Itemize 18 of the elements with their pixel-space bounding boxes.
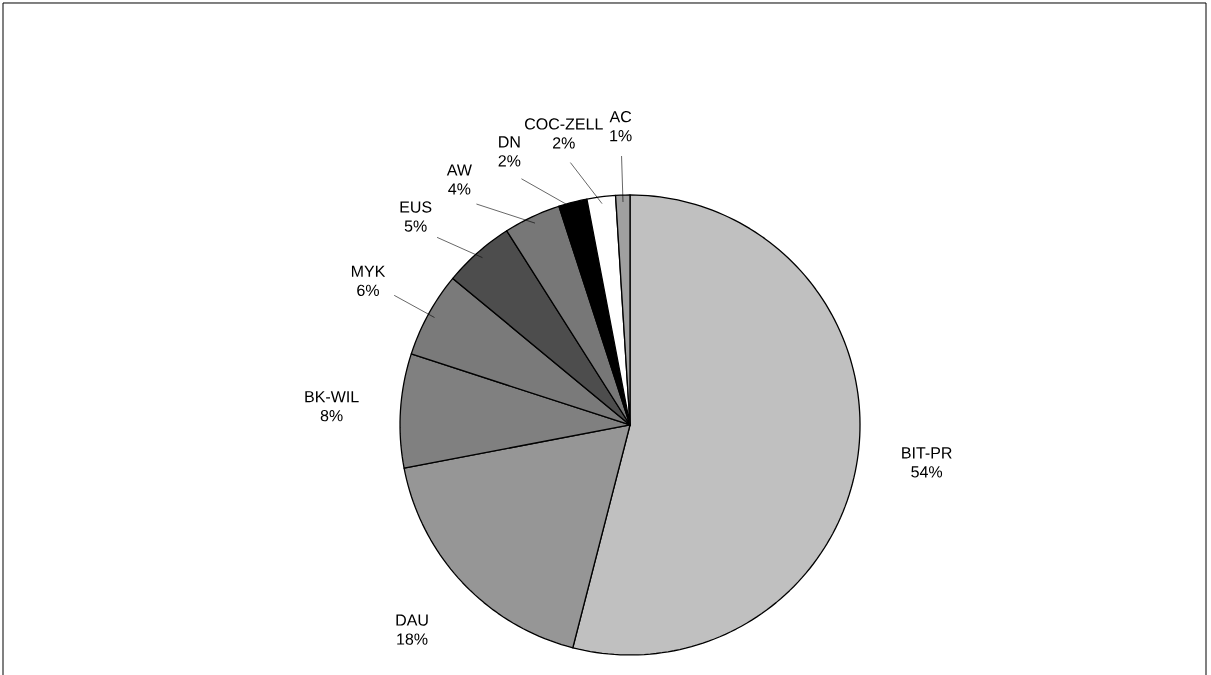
slice-label: BK-WIL bbox=[305, 391, 359, 403]
slice-label: AW bbox=[446, 164, 472, 176]
slice-label: EUS bbox=[400, 201, 432, 213]
data-label: 54% bbox=[911, 466, 943, 478]
data-label: 8% bbox=[320, 409, 343, 422]
slice-label: MYK bbox=[351, 265, 386, 277]
slice-label: DN bbox=[499, 136, 520, 148]
slice-label: COC-ZELL bbox=[525, 118, 603, 130]
data-label: 4% bbox=[448, 183, 471, 195]
data-label: 18% bbox=[397, 633, 428, 645]
data-label: 5% bbox=[404, 220, 427, 232]
data-label: 1% bbox=[610, 130, 632, 142]
slice-label: AC bbox=[609, 110, 632, 123]
slice-label: DAU bbox=[396, 614, 428, 626]
data-label: 2% bbox=[498, 155, 521, 167]
data-label: 2% bbox=[553, 137, 575, 149]
data-label: 6% bbox=[357, 284, 379, 297]
slice-label: BIT-PR bbox=[902, 447, 952, 459]
